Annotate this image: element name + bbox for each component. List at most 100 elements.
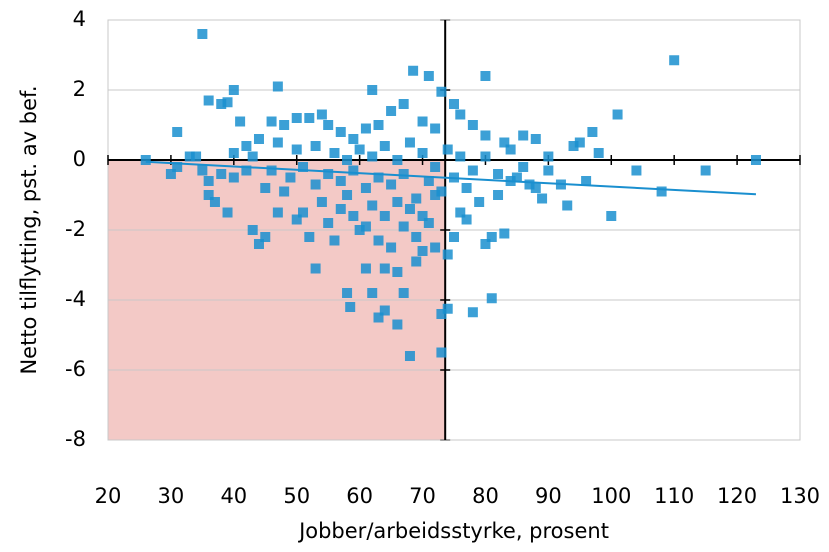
point <box>241 165 252 176</box>
point <box>279 186 290 197</box>
point <box>511 172 522 183</box>
point <box>411 193 422 204</box>
point <box>335 204 346 214</box>
point <box>228 172 239 183</box>
point <box>455 207 466 218</box>
point <box>493 169 504 179</box>
point <box>348 211 359 221</box>
y-axis-label: Netto tilflytting, pst. av bef. <box>17 85 41 374</box>
point <box>216 169 227 179</box>
point <box>379 141 390 151</box>
point <box>486 293 497 304</box>
point <box>373 172 384 183</box>
point <box>404 204 415 214</box>
point <box>404 137 415 148</box>
point <box>373 235 384 246</box>
point <box>272 137 283 148</box>
point <box>430 190 441 200</box>
point <box>486 232 497 242</box>
point <box>228 148 239 158</box>
y-tick-label: 0 <box>73 147 86 171</box>
point <box>417 211 428 221</box>
plot-frame <box>107 19 801 441</box>
point <box>398 169 409 179</box>
point <box>467 165 478 176</box>
point <box>543 165 554 176</box>
point <box>184 151 195 162</box>
point <box>172 127 183 137</box>
point <box>480 130 491 141</box>
point <box>417 116 428 127</box>
point <box>398 221 409 232</box>
point <box>203 95 214 106</box>
point <box>581 176 592 186</box>
point <box>266 165 277 176</box>
point <box>423 176 434 186</box>
point <box>417 246 428 256</box>
point <box>345 302 356 312</box>
point <box>316 197 327 207</box>
point <box>455 109 466 120</box>
point <box>342 288 353 298</box>
point <box>298 207 309 218</box>
point <box>285 172 296 183</box>
point <box>209 197 220 207</box>
point <box>430 123 441 134</box>
point <box>342 155 353 165</box>
point <box>367 85 378 95</box>
point <box>518 130 529 141</box>
point <box>455 151 466 162</box>
point <box>568 141 579 151</box>
point <box>631 165 642 176</box>
y-tick-label: -6 <box>65 357 86 381</box>
point <box>700 165 711 176</box>
y-tick-label: -4 <box>65 287 86 311</box>
point <box>329 235 340 246</box>
point <box>449 232 459 242</box>
y-tick-label: 4 <box>73 7 86 31</box>
point <box>335 176 346 186</box>
point <box>587 127 598 137</box>
point <box>442 144 453 155</box>
point <box>165 169 176 179</box>
x-tick-label: 130 <box>780 484 820 508</box>
point <box>304 113 315 123</box>
point <box>386 242 397 253</box>
x-tick-label: 20 <box>95 484 122 508</box>
point <box>310 141 321 151</box>
point <box>360 221 371 232</box>
point <box>342 190 353 200</box>
point <box>423 218 434 228</box>
point <box>272 207 283 218</box>
point <box>316 109 327 120</box>
point <box>253 239 264 249</box>
point <box>467 307 478 318</box>
point <box>354 225 365 235</box>
point <box>505 144 516 155</box>
point <box>266 116 277 127</box>
point <box>360 263 371 274</box>
point <box>348 165 359 176</box>
point <box>386 106 397 116</box>
point <box>203 176 214 186</box>
point <box>197 29 208 39</box>
point <box>574 137 585 148</box>
point <box>247 151 258 162</box>
point <box>398 288 409 298</box>
point <box>480 239 491 249</box>
point <box>348 134 359 144</box>
point <box>392 319 403 330</box>
y-tick-label: -8 <box>65 427 86 451</box>
point <box>304 232 315 242</box>
point <box>260 232 271 242</box>
x-axis-label: Jobber/arbeidsstyrke, prosent <box>297 519 609 543</box>
point <box>750 155 761 165</box>
point <box>524 179 535 190</box>
point <box>392 155 403 165</box>
point <box>222 97 233 108</box>
point <box>562 200 573 211</box>
point <box>537 193 548 204</box>
point <box>323 218 334 228</box>
